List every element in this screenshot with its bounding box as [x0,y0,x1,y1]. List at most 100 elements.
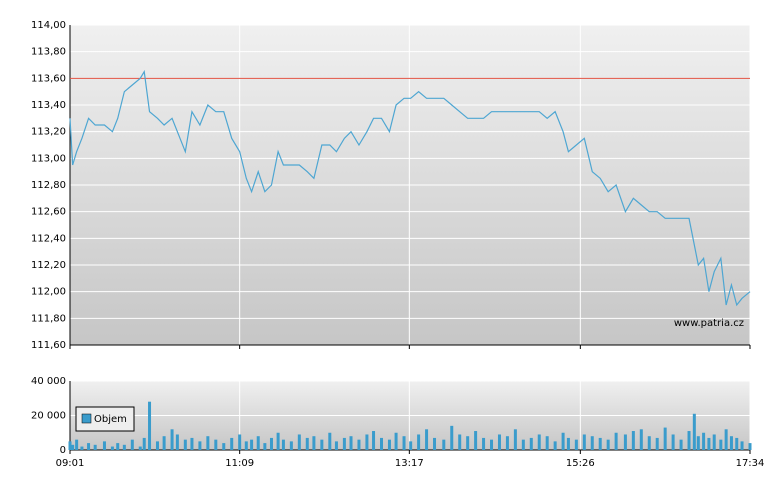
legend: Objem [75,406,135,432]
volume-bar [222,443,226,450]
watermark: www.patria.cz [674,318,744,329]
volume-bar [647,436,651,450]
volume-bar [729,436,733,450]
volume-bar [574,439,578,450]
y-tick-label: 113,20 [31,127,66,138]
y-tick-label: 113,40 [31,100,66,111]
volume-bar [102,441,106,450]
volume-bar [692,413,696,450]
volume-bar [93,444,97,450]
x-tick-label: 11:09 [225,458,254,469]
volume-bar [276,432,280,450]
volume-bar [365,434,369,450]
volume-bar [138,446,142,450]
legend-label: Objem [94,414,127,425]
volume-bar [238,434,242,450]
volume-bar [256,436,260,450]
volume-bar [230,437,234,450]
x-tick-label: 13:17 [395,458,424,469]
x-tick-label: 17:34 [736,458,765,469]
volume-bar [663,427,667,450]
volume-bar [380,437,384,450]
volume-bar [155,441,159,450]
y-tick-label: 113,00 [31,153,66,164]
volume-bar [655,437,659,450]
y-tick-label: 112,40 [31,233,66,244]
volume-bar [490,439,494,450]
volume-bar [748,443,752,450]
volume-bar [372,431,376,450]
volume-bar [450,425,454,450]
volume-bar [679,439,683,450]
volume-bar [497,434,501,450]
volume-bar [130,439,134,450]
volume-bar [342,437,346,450]
volume-bar [724,429,728,450]
y-tick-label: 112,80 [31,180,66,191]
volume-bar [433,437,437,450]
volume-bar [712,434,716,450]
volume-bar [458,434,462,450]
volume-bar [735,437,739,450]
volume-bar [80,446,84,450]
volume-bar [598,437,602,450]
volume-bar [702,432,706,450]
volume-bar [696,436,700,450]
volume-bar [198,441,202,450]
y-tick-label: 0 [60,445,66,456]
volume-bar [409,441,413,450]
volume-bar [590,436,594,450]
volume-bar [631,431,635,450]
legend-swatch [81,413,92,424]
volume-bar [320,439,324,450]
volume-bar [214,439,218,450]
y-tick-label: 112,60 [31,207,66,218]
volume-bar [281,439,285,450]
volume-bar [244,441,248,450]
volume-bar [206,436,210,450]
volume-bar [387,439,391,450]
x-tick-label: 09:01 [56,458,85,469]
y-tick-label: 20 000 [31,411,66,422]
volume-bar [68,441,72,450]
volume-bar [521,439,525,450]
y-tick-label: 112,00 [31,287,66,298]
volume-bar [297,434,301,450]
volume-bar [122,444,126,450]
price-line [69,69,751,307]
volume-bar [707,437,711,450]
volume-bar [474,431,478,450]
volume-bar [505,436,509,450]
volume-bar [162,436,166,450]
volume-bar [71,444,75,450]
volume-bar [740,441,744,450]
volume-bar [639,429,643,450]
volume-bar [561,432,565,450]
volume-bar [482,437,486,450]
volume-bar [116,443,120,450]
volume-bar [142,437,146,450]
volume-bar [545,436,549,450]
volume-bar [719,439,723,450]
volume-bar [529,437,533,450]
y-tick-label: 113,60 [31,73,66,84]
y-tick-label: 113,80 [31,47,66,58]
volume-bar [87,443,91,450]
volume-bar [263,443,267,450]
volume-bar [687,431,691,450]
volume-bar [582,434,586,450]
volume-bar [334,441,338,450]
volume-bar [357,439,361,450]
y-tick-label: 112,20 [31,260,66,271]
x-tick-label: 15:26 [566,458,595,469]
volume-bar [537,434,541,450]
volume-bar [553,441,557,450]
volume-bar [305,437,309,450]
volume-bar [170,429,174,450]
volume-bar [394,432,398,450]
volume-bar [417,434,421,450]
volume-bar [312,436,316,450]
volume-bar [148,401,152,450]
volume-bar [442,439,446,450]
